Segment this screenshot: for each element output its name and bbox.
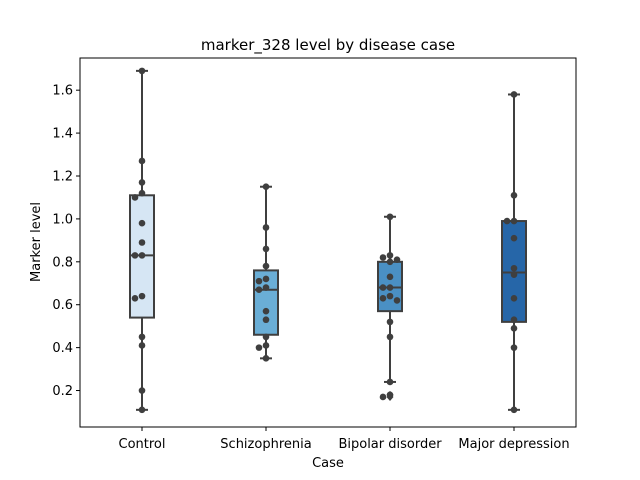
data-point [379, 393, 387, 401]
data-point [386, 391, 394, 399]
data-point [138, 333, 146, 341]
chart-title: marker_328 level by disease case [201, 36, 455, 55]
data-point [138, 179, 146, 186]
data-point [131, 294, 139, 302]
data-point [386, 333, 394, 341]
data-point [138, 252, 146, 259]
data-point [386, 273, 394, 281]
data-point [262, 355, 270, 362]
data-point [503, 217, 511, 225]
data-point [386, 284, 394, 291]
data-point [255, 277, 263, 285]
data-point [386, 252, 394, 259]
axes: 0.2 0.4 0.6 0.8 1.0 1.2 1.4 1.6 Control Schizophr… [52, 84, 569, 452]
box-group-control [129, 67, 155, 414]
data-point [255, 286, 263, 293]
data-point [138, 219, 146, 227]
y-tick-label: 0.2 [52, 384, 73, 399]
y-tick-label: 1.4 [52, 127, 73, 142]
data-point [262, 245, 270, 253]
data-point [255, 344, 263, 351]
y-axis-label: Marker level [29, 202, 44, 282]
plot-area [129, 67, 527, 414]
y-tick-label: 0.6 [52, 298, 73, 313]
data-point [386, 213, 394, 221]
y-tick-label: 0.4 [52, 341, 73, 356]
data-point [138, 406, 146, 414]
box-group-bipolar-disorder [377, 213, 403, 401]
data-point [510, 234, 518, 242]
data-point [510, 264, 518, 272]
data-point [138, 292, 146, 300]
data-point [510, 325, 518, 332]
y-tick-label: 1.6 [52, 84, 73, 99]
data-point [262, 183, 270, 191]
data-point [393, 256, 401, 263]
data-point [510, 294, 518, 302]
data-point [138, 67, 146, 75]
data-point [131, 194, 139, 201]
data-point [386, 292, 394, 300]
x-tick-label: Schizophrenia [220, 437, 311, 452]
data-point [262, 316, 270, 324]
plot-frame [79, 57, 577, 428]
data-point [510, 91, 518, 98]
y-tick-label: 0.8 [52, 255, 73, 270]
data-point [379, 284, 387, 291]
x-tick-label: Bipolar disorder [338, 437, 442, 452]
data-point [138, 342, 146, 349]
data-point [510, 192, 518, 199]
data-point [138, 387, 146, 394]
x-tick-label: Control [119, 437, 166, 452]
data-point [138, 189, 146, 197]
x-axis-label: Case [312, 456, 344, 471]
data-point [386, 318, 394, 326]
data-point [262, 307, 270, 315]
data-point [510, 406, 518, 414]
data-point [131, 252, 139, 259]
data-point [262, 224, 270, 231]
data-point [262, 262, 270, 270]
data-point [262, 342, 270, 349]
data-point [510, 316, 518, 324]
data-point [510, 217, 518, 225]
data-point [379, 294, 387, 302]
data-point [386, 378, 394, 386]
box-group-schizophrenia [253, 183, 279, 362]
data-point [386, 258, 394, 266]
data-point [510, 344, 518, 351]
data-point [138, 239, 146, 246]
data-point [393, 297, 401, 304]
data-point [379, 254, 387, 261]
data-point [262, 284, 270, 291]
box-group-major-depression [501, 91, 527, 414]
y-tick-label: 1.2 [52, 169, 73, 184]
data-point [262, 275, 270, 283]
data-point [510, 271, 518, 278]
data-point [138, 157, 146, 165]
data-point [262, 333, 270, 341]
y-tick-label: 1.0 [52, 212, 73, 227]
x-tick-label: Major depression [458, 437, 569, 452]
